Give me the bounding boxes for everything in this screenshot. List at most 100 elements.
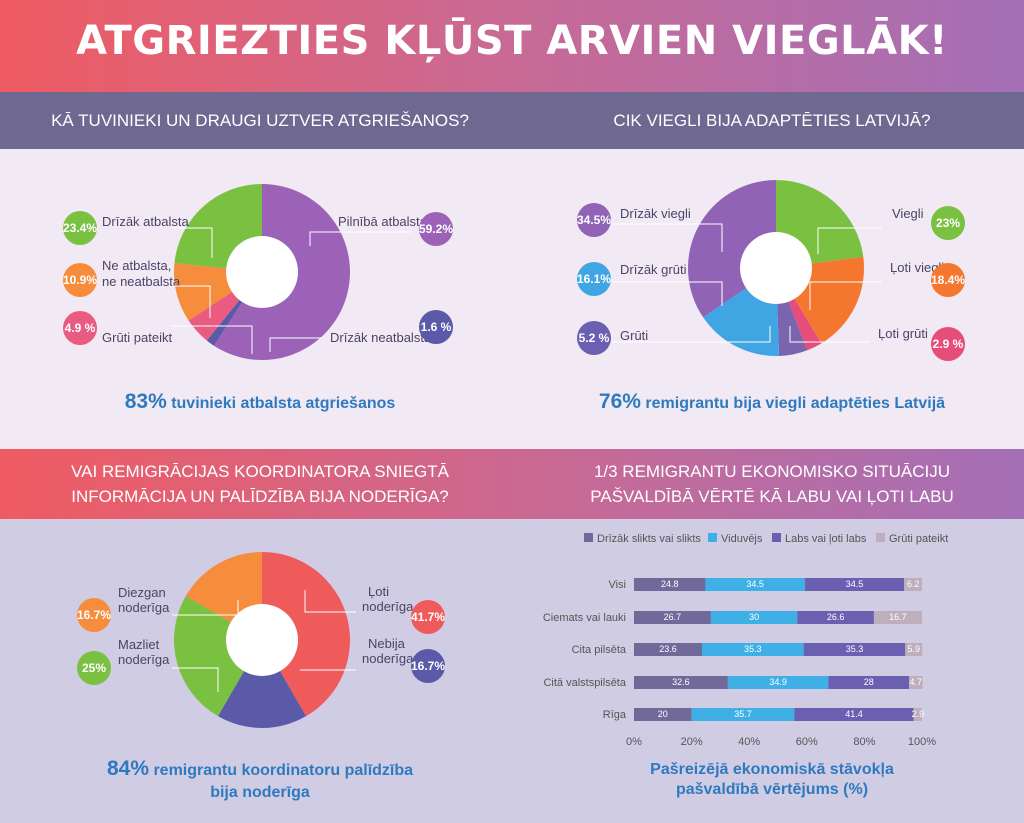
label-gruti: Grūti — [620, 328, 648, 343]
label-drizak-neatbalsta: Drīzāk neatbalsta — [330, 330, 432, 345]
loti-gruti-value: 2.9 % — [933, 337, 964, 351]
drizak-gruti-badge — [577, 262, 611, 296]
x-tick-4: 80% — [853, 736, 875, 748]
legend-swatch-viduvejs — [708, 533, 717, 542]
bar-seg-riga-gruti-pateikt — [913, 708, 922, 721]
leader-line — [612, 223, 723, 252]
bar-value-riga-gruti-pateikt: 2.9 — [912, 709, 925, 719]
bar-value-ciemats-vai-lauki-drizak-slikts-vai-slikts: 26.7 — [664, 612, 682, 622]
label-nebija-noderiga-1: Nebija — [368, 636, 406, 651]
summary-1-text: tuvinieki atbalsta atgriešanos — [171, 395, 396, 412]
bar-seg-cita-pilseta-gruti-pateikt — [905, 643, 923, 656]
bar-seg-riga-labs-vai-loti-labs — [794, 708, 914, 721]
summary-2: 76% remigrantu bija viegli adaptēties La… — [532, 390, 1012, 414]
question-4: 1/3 REMIGRANTU EKONOMISKO SITUĀCIJU PAŠV… — [552, 459, 992, 509]
drizak-viegli-value: 34.5% — [577, 213, 611, 227]
bar-value-riga-drizak-slikts-vai-slikts: 20 — [658, 709, 668, 719]
bar-chart-caption-line2: pašvaldībā vērtējums (%) — [675, 781, 869, 798]
leader-line — [172, 667, 219, 692]
label-drizak-gruti: Drīzāk grūti — [620, 262, 687, 277]
title-banner — [0, 0, 1024, 92]
bar-category-cita-valstspilseta: Citā valstspilsēta — [543, 677, 626, 689]
bar-value-cita-pilseta-gruti-pateikt: 5.9 — [908, 644, 921, 654]
leader-line — [269, 337, 322, 352]
bar-seg-visi-drizak-slikts-vai-slikts — [634, 578, 706, 591]
loti-gruti-badge — [931, 327, 965, 361]
leader-line — [809, 281, 882, 310]
ne-atbalsta-value: 10.9% — [63, 273, 97, 287]
question-4-line2: PAŠVALDĪBĀ VĒRTĒ KĀ LABU VAI ĻOTI LABU — [590, 487, 954, 506]
bar-seg-cita-valstspilseta-gruti-pateikt — [909, 676, 923, 689]
bar-value-cita-pilseta-viduvejs: 35.3 — [744, 644, 762, 654]
bar-category-ciemats-vai-lauki: Ciemats vai lauki — [543, 612, 626, 624]
mazliet-noderiga-value: 25% — [82, 661, 106, 675]
bar-value-visi-labs-vai-loti-labs: 34.5 — [846, 579, 864, 589]
bar-seg-cita-pilseta-viduvejs — [701, 643, 804, 656]
question-1: KĀ TUVINIEKI UN DRAUGI UZTVER ATGRIEŠANO… — [51, 111, 469, 130]
pilniba-atbalsta-value: 59.2% — [419, 222, 453, 236]
bar-value-cita-valstspilseta-drizak-slikts-vai-slikts: 32.6 — [672, 677, 690, 687]
bar-value-cita-pilseta-labs-vai-loti-labs: 35.3 — [846, 644, 864, 654]
bar-value-cita-valstspilseta-viduvejs: 34.9 — [769, 677, 787, 687]
bar-seg-cita-valstspilseta-labs-vai-loti-labs — [828, 676, 910, 689]
loti-noderiga-value: 41.7% — [411, 610, 445, 624]
leader-line — [304, 590, 356, 613]
bar-value-visi-gruti-pateikt: 6.2 — [907, 579, 920, 589]
label-ne-atbalsta-1: Ne atbalsta, — [102, 258, 171, 273]
drizak-neatbalsta-value: 1.6 % — [421, 320, 452, 334]
bar-seg-riga-viduvejs — [691, 708, 795, 721]
bar-seg-riga-drizak-slikts-vai-slikts — [634, 708, 692, 721]
bar-seg-cita-valstspilseta-viduvejs — [727, 676, 829, 689]
adapt-donut-hole — [740, 232, 812, 304]
bar-seg-ciemats-vai-lauki-labs-vai-loti-labs — [797, 611, 874, 624]
summary-2-text: remigrantu bija viegli adaptēties Latvij… — [645, 395, 946, 412]
question-2: CIK VIEGLI BIJA ADAPTĒTIES LATVIJĀ? — [613, 111, 931, 130]
bar-seg-ciemats-vai-lauki-gruti-pateikt — [873, 611, 922, 624]
loti-viegli-badge — [931, 263, 965, 297]
label-drizak-viegli: Drīzāk viegli — [620, 206, 691, 221]
label-drizak-atbalsta: Drīzāk atbalsta — [102, 214, 189, 229]
question-3-line1: VAI REMIGRĀCIJAS KOORDINATORA SNIEGTĀ — [71, 462, 449, 481]
legend-viduvejs: Viduvējs — [721, 533, 763, 545]
summary-3: 84% remigrantu koordinatoru palīdzība bi… — [20, 758, 500, 804]
x-tick-0: 0% — [626, 736, 642, 748]
drizak-viegli-badge — [577, 203, 611, 237]
legend-drizak-slikts-vai-slikts: Drīzāk slikts vai slikts — [597, 533, 701, 545]
question-3: VAI REMIGRĀCIJAS KOORDINATORA SNIEGTĀ IN… — [40, 459, 480, 509]
viegli-badge — [931, 206, 965, 240]
label-mazliet-noderiga-2: noderīga — [118, 652, 170, 667]
ne-atbalsta-badge — [63, 263, 97, 297]
drizak-gruti-value: 16.1% — [577, 272, 611, 286]
gruti-badge — [577, 321, 611, 355]
legend-swatch-gruti-pateikt — [876, 533, 885, 542]
label-loti-noderiga-1: Ļoti — [368, 584, 389, 599]
page-title: ATGRIEZTIES KĻŪST ARVIEN VIEGLĀK! — [76, 18, 948, 64]
bar-seg-visi-labs-vai-loti-labs — [804, 578, 905, 591]
label-loti-noderiga-2: noderīga — [362, 599, 414, 614]
bar-seg-ciemats-vai-lauki-drizak-slikts-vai-slikts — [634, 611, 711, 624]
mazliet-noderiga-badge — [77, 651, 111, 685]
loti-noderiga-badge — [411, 600, 445, 634]
gruti-value: 5.2 % — [579, 331, 610, 345]
leader-line — [817, 227, 882, 254]
bar-chart-caption: Pašreizējā ekonomiskā stāvokļa pašvaldīb… — [552, 760, 992, 800]
leader-line — [309, 231, 412, 246]
bar-value-cita-valstspilseta-gruti-pateikt: 4.7 — [910, 677, 923, 687]
coord-donut-slice-loti-noderiga — [262, 552, 350, 717]
bar-category-cita-pilseta: Cita pilsēta — [572, 644, 627, 656]
bar-seg-cita-valstspilseta-drizak-slikts-vai-slikts — [634, 676, 728, 689]
bar-value-ciemats-vai-lauki-gruti-pateikt: 16.7 — [889, 612, 907, 622]
leader-line — [172, 600, 239, 616]
bar-seg-visi-gruti-pateikt — [904, 578, 922, 591]
label-loti-gruti: Ļoti grūti — [878, 326, 928, 341]
legend-gruti-pateikt: Grūti pateikt — [889, 533, 948, 545]
bar-seg-cita-pilseta-labs-vai-loti-labs — [803, 643, 906, 656]
label-nebija-noderiga-2: noderīga — [362, 651, 414, 666]
viegli-value: 23% — [936, 216, 960, 230]
bar-value-cita-valstspilseta-labs-vai-loti-labs: 28 — [864, 677, 874, 687]
question-3-line2: INFORMĀCIJA UN PALĪDZĪBA BIJA NODERĪGA? — [71, 487, 449, 506]
bar-value-visi-viduvejs: 34.5 — [746, 579, 764, 589]
question-bar-bottom: VAI REMIGRĀCIJAS KOORDINATORA SNIEGTĀ IN… — [0, 449, 1024, 519]
label-gruti-pateikt: Grūti pateikt — [102, 330, 172, 345]
